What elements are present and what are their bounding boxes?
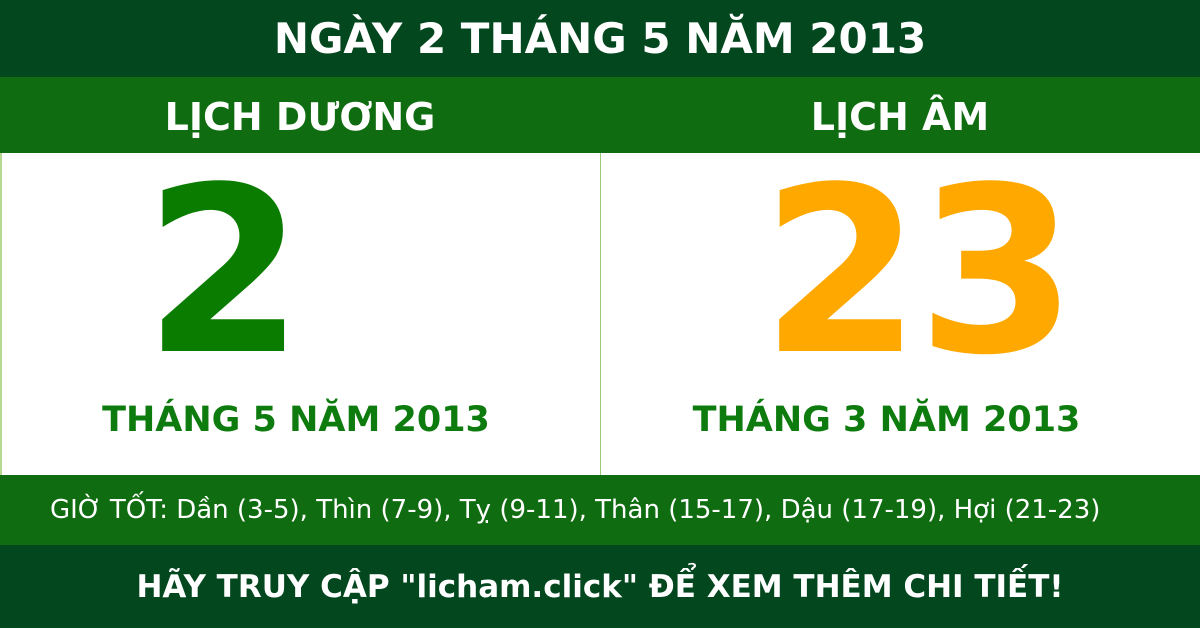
footer-cta: HÃY TRUY CẬP "licham.click" ĐỂ XEM THÊM … bbox=[0, 545, 1200, 628]
lunar-panel: 23 THÁNG 3 NĂM 2013 bbox=[600, 153, 1200, 475]
solar-panel: 2 THÁNG 5 NĂM 2013 bbox=[0, 153, 600, 475]
solar-month-year: THÁNG 5 NĂM 2013 bbox=[102, 400, 490, 440]
page-title: NGÀY 2 THÁNG 5 NĂM 2013 bbox=[0, 0, 1200, 77]
lunar-label: LỊCH ÂM bbox=[600, 77, 1200, 153]
solar-day: 2 bbox=[144, 139, 304, 406]
solar-label: LỊCH DƯƠNG bbox=[0, 77, 600, 153]
lunar-day: 23 bbox=[761, 139, 1077, 406]
lunar-month-year: THÁNG 3 NĂM 2013 bbox=[692, 400, 1081, 440]
good-hours: GIỜ TỐT: Dần (3-5), Thìn (7-9), Tỵ (9-11… bbox=[0, 475, 1200, 545]
